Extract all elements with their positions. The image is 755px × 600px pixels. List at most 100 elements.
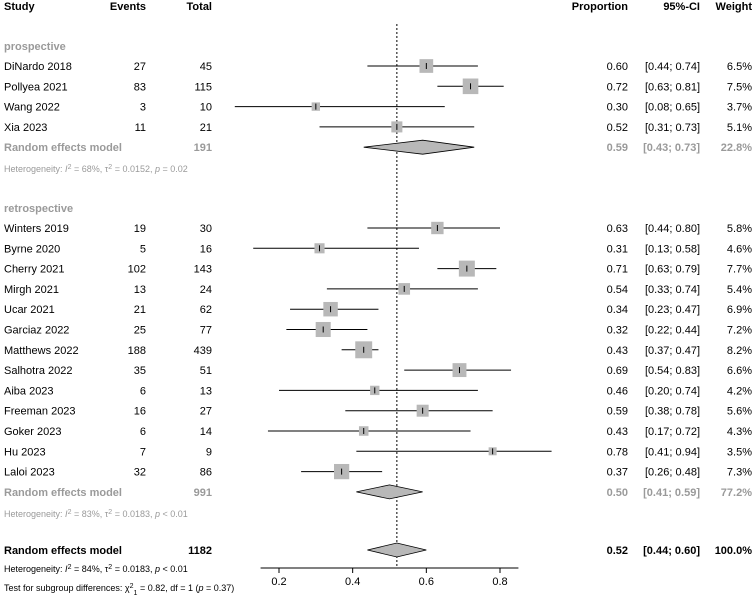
study-proportion: 0.71: [607, 264, 628, 276]
x-tick-label: 0.4: [345, 576, 360, 588]
study-name: Hu 2023: [4, 446, 46, 458]
study-ci: [0.54; 0.83]: [645, 365, 700, 377]
study-name: Freeman 2023: [4, 406, 76, 418]
study-weight: 7.7%: [727, 264, 752, 276]
subgroup-pooled-total: 191: [194, 142, 212, 154]
study-events: 3: [140, 102, 146, 114]
study-name: Cherry 2021: [4, 264, 65, 276]
subgroup-pooled-ci: [0.43; 0.73]: [643, 142, 700, 154]
subgroup-difference-test: Test for subgroup differences: χ21 = 0.8…: [4, 583, 234, 597]
study-proportion: 0.46: [607, 385, 628, 397]
study-total: 14: [200, 426, 212, 438]
study-total: 10: [200, 102, 212, 114]
study-events: 6: [140, 426, 146, 438]
header-events: Events: [110, 1, 146, 13]
study-total: 51: [200, 365, 212, 377]
study-proportion: 0.32: [607, 325, 628, 337]
study-total: 62: [200, 304, 212, 316]
study-ci: [0.41; 0.94]: [645, 446, 700, 458]
subgroup-pooled-proportion: 0.59: [607, 142, 628, 154]
study-events: 6: [140, 385, 146, 397]
study-name: Pollyea 2021: [4, 81, 68, 93]
study-weight: 4.6%: [727, 243, 752, 255]
study-proportion: 0.63: [607, 223, 628, 235]
overall-weight: 100.0%: [715, 545, 753, 557]
study-weight: 5.6%: [727, 406, 752, 418]
study-ci: [0.38; 0.78]: [645, 406, 700, 418]
study-ci: [0.08; 0.65]: [645, 102, 700, 114]
study-total: 143: [194, 264, 212, 276]
study-events: 35: [134, 365, 146, 377]
study-weight: 3.5%: [727, 446, 752, 458]
study-events: 5: [140, 243, 146, 255]
study-proportion: 0.43: [607, 426, 628, 438]
study-ci: [0.44; 0.74]: [645, 61, 700, 73]
study-proportion: 0.34: [607, 304, 628, 316]
study-name: Byrne 2020: [4, 243, 60, 255]
subgroup-pooled-weight: 22.8%: [721, 142, 752, 154]
header-total: Total: [187, 1, 212, 13]
study-weight: 6.5%: [727, 61, 752, 73]
study-name: Goker 2023: [4, 426, 61, 438]
overall-total: 1182: [188, 545, 212, 557]
study-ci: [0.63; 0.81]: [645, 81, 700, 93]
study-weight: 6.9%: [727, 304, 752, 316]
overall-ci: [0.44; 0.60]: [643, 545, 700, 557]
study-total: 77: [200, 325, 212, 337]
study-total: 13: [200, 385, 212, 397]
study-events: 102: [128, 264, 146, 276]
x-tick-label: 0.2: [271, 576, 286, 588]
study-events: 21: [134, 304, 146, 316]
study-name: DiNardo 2018: [4, 61, 72, 73]
study-name: Winters 2019: [4, 223, 69, 235]
overall-label: Random effects model: [4, 545, 122, 557]
study-events: 11: [135, 122, 146, 134]
study-proportion: 0.72: [607, 81, 628, 93]
study-events: 188: [128, 345, 146, 357]
study-ci: [0.37; 0.47]: [645, 345, 700, 357]
study-ci: [0.44; 0.80]: [645, 223, 700, 235]
header-ci: 95%-CI: [663, 1, 700, 13]
study-name: Xia 2023: [4, 122, 47, 134]
study-weight: 5.4%: [727, 284, 752, 296]
study-total: 30: [200, 223, 212, 235]
study-total: 16: [200, 243, 212, 255]
x-tick-label: 0.8: [492, 576, 507, 588]
study-total: 86: [200, 467, 212, 479]
study-proportion: 0.31: [607, 243, 628, 255]
study-weight: 8.2%: [727, 345, 752, 357]
study-weight: 3.7%: [727, 102, 752, 114]
study-total: 115: [194, 81, 212, 93]
subgroup-pooled-ci: [0.41; 0.59]: [643, 487, 700, 499]
study-events: 7: [140, 446, 146, 458]
study-ci: [0.31; 0.73]: [645, 122, 700, 134]
study-weight: 7.5%: [727, 81, 752, 93]
study-events: 83: [134, 81, 146, 93]
header-proportion: Proportion: [572, 1, 628, 13]
subgroup-pooled-diamond: [356, 484, 423, 500]
study-name: Salhotra 2022: [4, 365, 73, 377]
study-ci: [0.17; 0.72]: [645, 426, 700, 438]
study-name: Matthews 2022: [4, 345, 79, 357]
overall-heterogeneity: Heterogeneity: I2 = 84%, τ2 = 0.0183, p …: [4, 564, 188, 575]
study-weight: 4.3%: [727, 426, 752, 438]
study-ci: [0.26; 0.48]: [645, 467, 700, 479]
study-weight: 5.1%: [727, 122, 752, 134]
study-ci: [0.23; 0.47]: [645, 304, 700, 316]
overall-proportion: 0.52: [607, 545, 628, 557]
subgroup-heterogeneity: Heterogeneity: I2 = 68%, τ2 = 0.0152, p …: [4, 164, 188, 175]
study-ci: [0.13; 0.58]: [645, 243, 700, 255]
study-ci: [0.33; 0.74]: [645, 284, 700, 296]
subgroup-pooled-label: Random effects model: [4, 487, 122, 499]
subgroup-pooled-label: Random effects model: [4, 142, 122, 154]
study-weight: 4.2%: [727, 385, 752, 397]
study-events: 19: [134, 223, 146, 235]
subgroup-pooled-weight: 77.2%: [721, 487, 752, 499]
study-total: 27: [200, 406, 212, 418]
study-name: Ucar 2021: [4, 304, 55, 316]
study-proportion: 0.37: [607, 467, 628, 479]
study-total: 439: [194, 345, 212, 357]
study-events: 25: [134, 325, 146, 337]
subgroup-pooled-diamond: [363, 139, 475, 155]
study-events: 13: [134, 284, 146, 296]
